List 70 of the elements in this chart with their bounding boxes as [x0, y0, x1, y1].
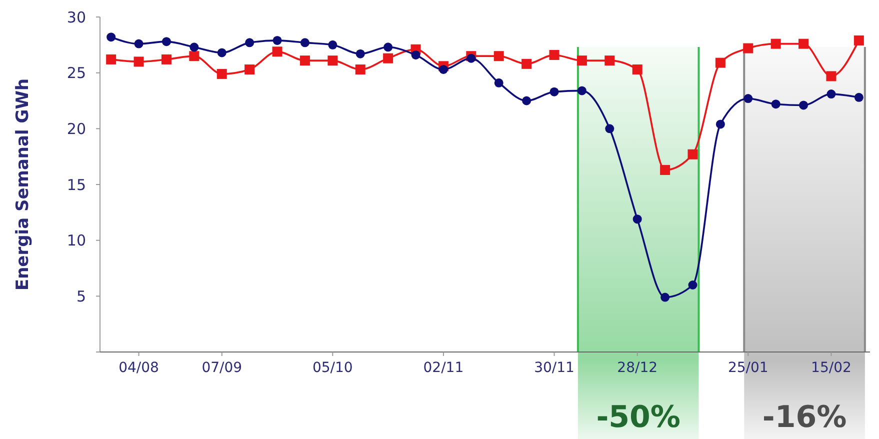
point [383, 53, 394, 64]
x-tick-label: 30/11 [534, 360, 574, 376]
y-tick-label: 15 [66, 176, 86, 194]
point [716, 120, 725, 129]
x-tick-label: 25/01 [728, 360, 768, 376]
point [466, 54, 476, 63]
point [106, 32, 116, 42]
point [522, 58, 532, 69]
point [189, 51, 200, 62]
y-axis-title: Energia Semanal GWh [13, 78, 33, 291]
point [854, 35, 864, 46]
point [494, 51, 504, 62]
point [134, 56, 144, 67]
point [328, 40, 338, 50]
x-tick-label: 02/11 [423, 360, 464, 376]
point [300, 56, 310, 66]
x-tick-label: 15/02 [811, 360, 852, 376]
point [576, 56, 587, 66]
point [494, 78, 504, 88]
point [272, 46, 282, 57]
point [688, 280, 698, 290]
point [854, 92, 864, 102]
point [384, 42, 393, 52]
point [743, 43, 754, 54]
point [604, 56, 615, 66]
x-tick-label: 28/12 [617, 360, 658, 376]
point [411, 50, 420, 60]
point [549, 50, 560, 60]
point [355, 64, 366, 74]
point [328, 56, 338, 66]
point [715, 58, 726, 68]
point [438, 64, 448, 74]
point [660, 164, 670, 175]
point [632, 64, 642, 74]
point [106, 54, 116, 64]
point [799, 100, 808, 110]
y-tick-label: 10 [66, 232, 86, 250]
point [744, 94, 753, 104]
point [244, 64, 255, 74]
point [632, 214, 642, 224]
point [688, 149, 698, 160]
x-tick-label: 05/10 [312, 360, 353, 376]
point [826, 71, 836, 82]
x-tick-label: 07/09 [202, 360, 242, 376]
point [161, 54, 172, 64]
point [272, 36, 282, 45]
y-tick-label: 20 [66, 120, 86, 138]
point [245, 38, 254, 48]
point [798, 38, 809, 49]
point [300, 38, 310, 48]
point [826, 90, 836, 99]
text: -50% [596, 400, 680, 435]
point [216, 68, 227, 79]
y-tick-label: 25 [66, 64, 86, 82]
point [660, 292, 670, 302]
text: -16% [762, 400, 847, 435]
point [577, 86, 586, 96]
point [770, 38, 781, 49]
point [550, 87, 559, 96]
point [134, 39, 144, 48]
point [162, 37, 171, 46]
point [771, 100, 780, 109]
y-tick-label: 30 [66, 8, 86, 26]
point [356, 49, 365, 58]
x-tick-label: 04/08 [118, 360, 159, 376]
y-tick-label: 5 [76, 287, 86, 306]
point [522, 96, 532, 106]
point [605, 124, 614, 134]
point [190, 42, 199, 52]
point [217, 48, 226, 58]
